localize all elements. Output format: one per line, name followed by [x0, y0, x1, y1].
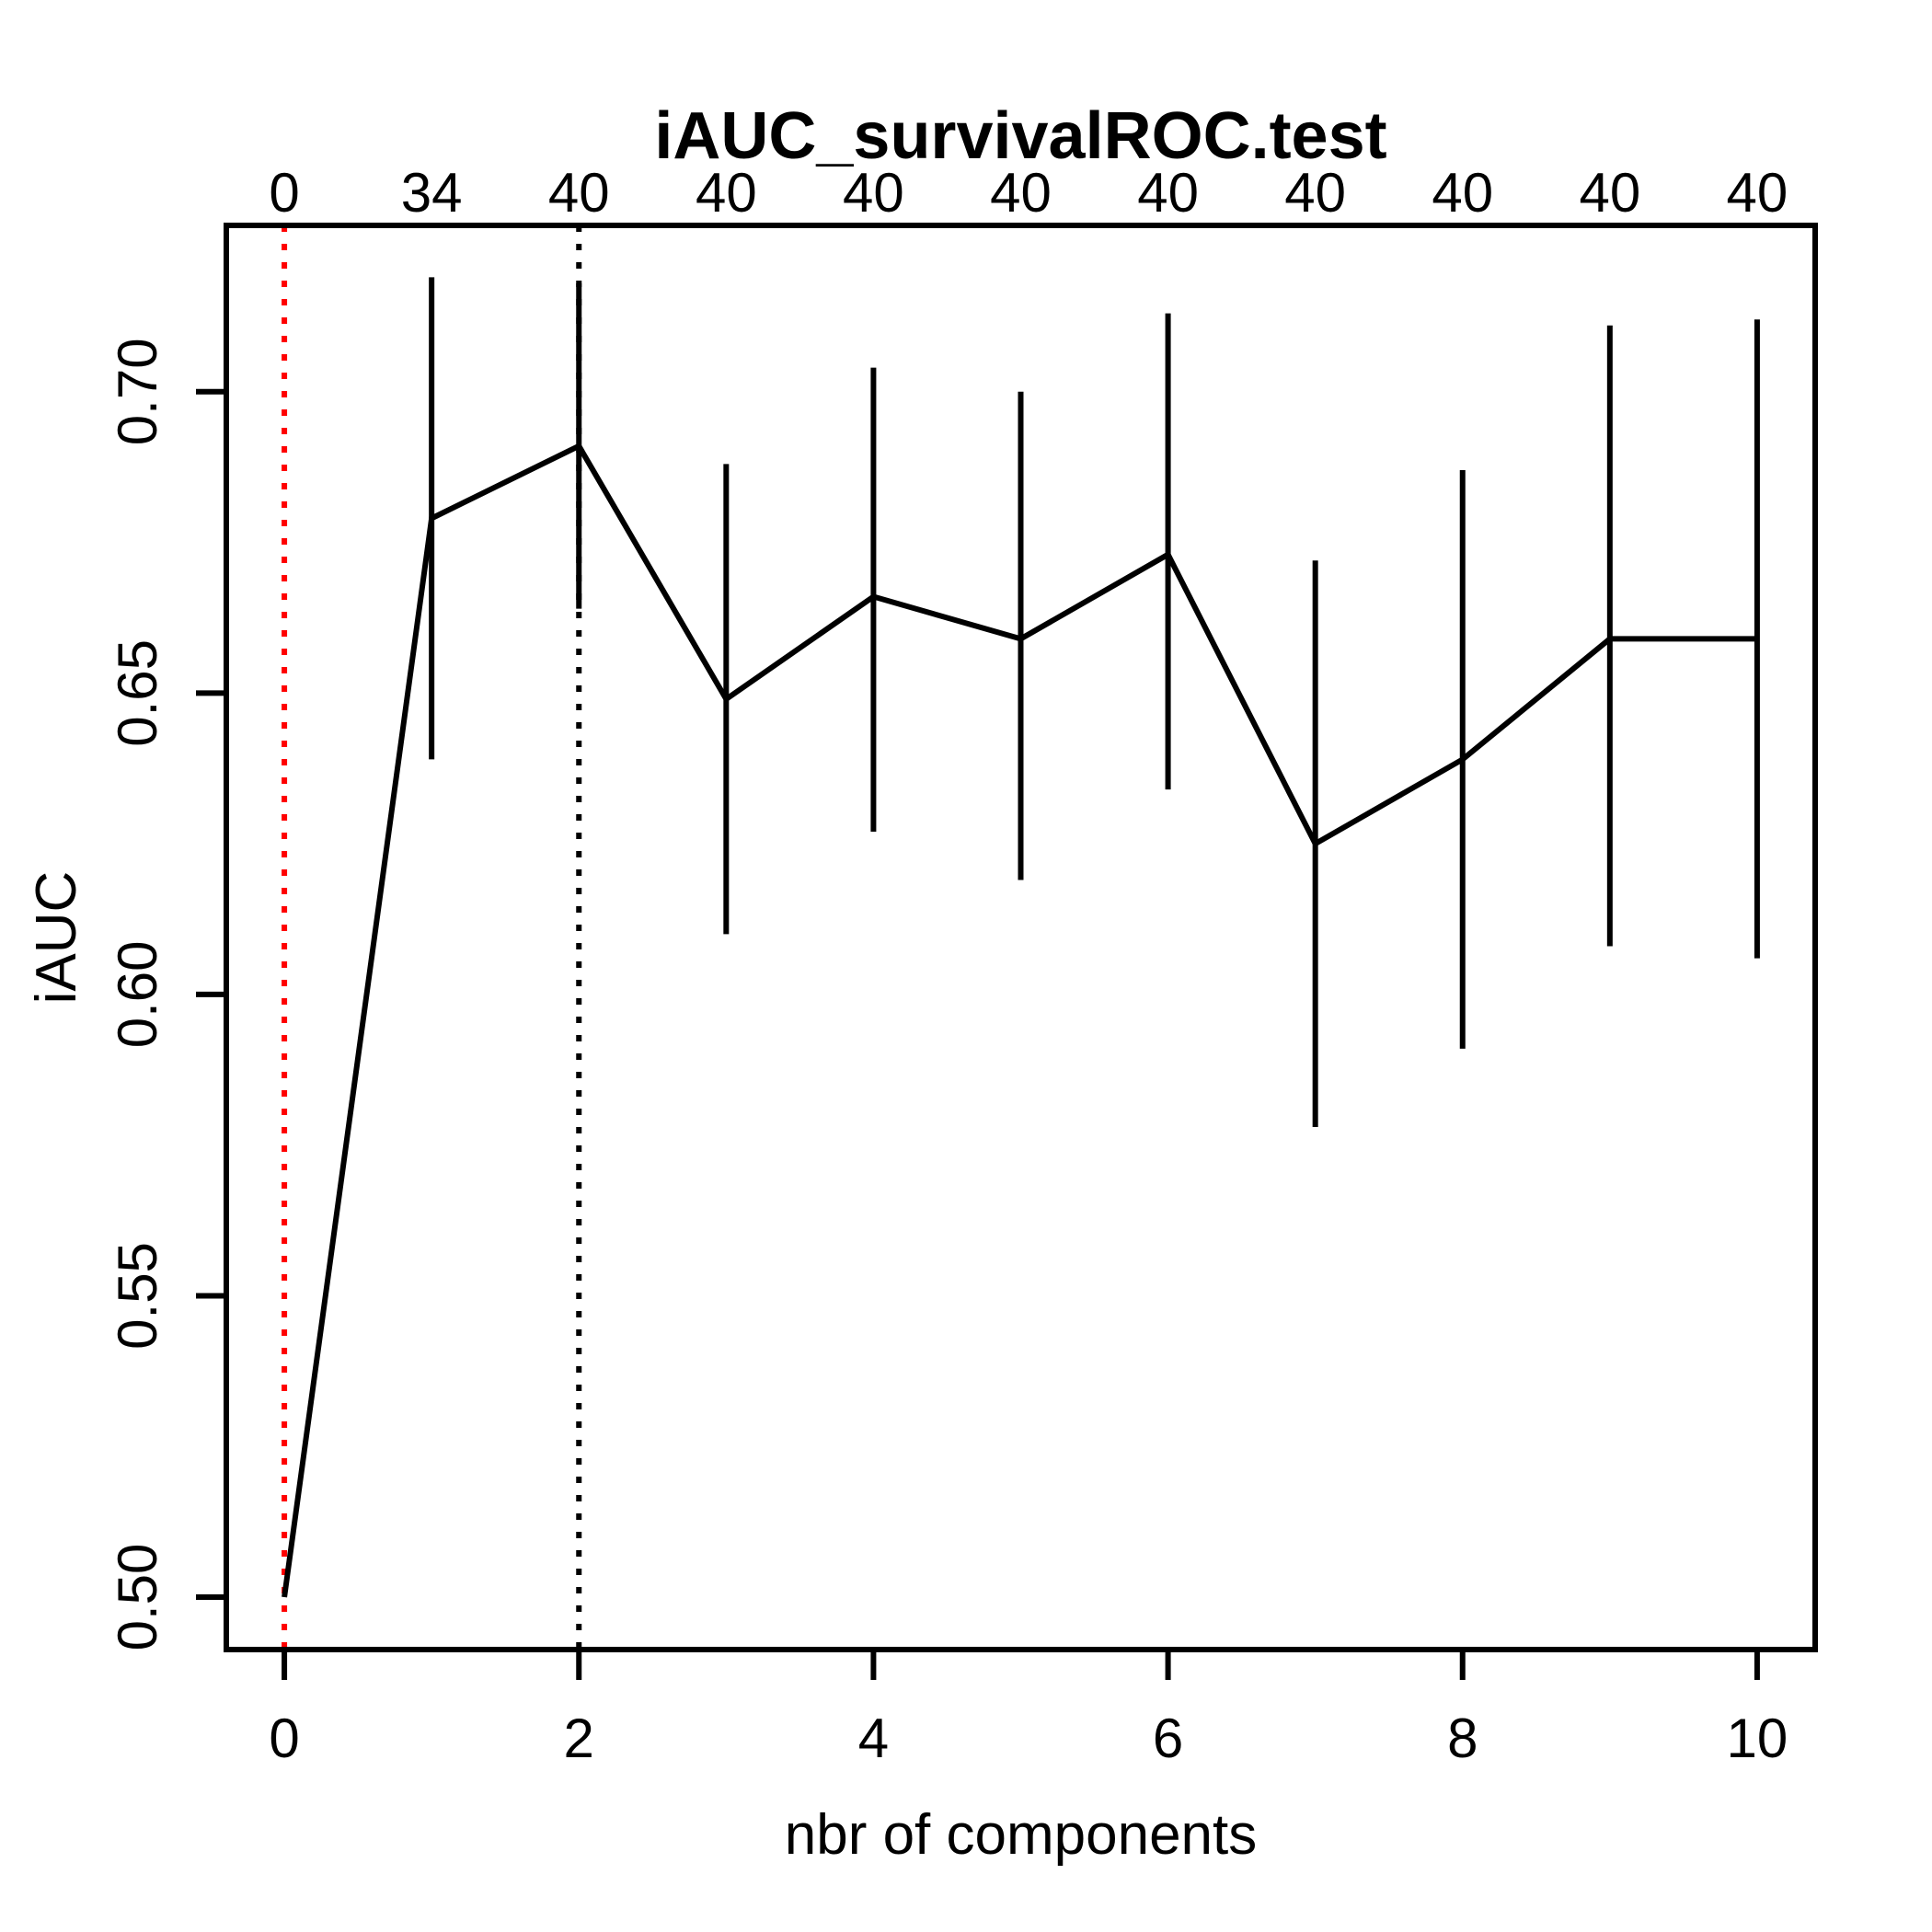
y-axis-tick-labels: 0.50 0.55 0.60 0.65 0.70: [107, 338, 168, 1650]
y-tick-label: 0.60: [107, 941, 168, 1049]
top-axis-tick-label: 40: [1727, 162, 1788, 224]
top-axis-tick-label: 0: [269, 162, 299, 224]
x-axis-tick-labels: 0 2 4 6 8 10: [269, 1708, 1788, 1769]
x-tick-label: 6: [1153, 1708, 1183, 1769]
plot-box: [224, 223, 1818, 1652]
top-axis-tick-label: 34: [401, 162, 463, 224]
top-axis-labels: 0 34 40 40 40 40 40 40 40 40 40: [269, 162, 1788, 224]
data-line: [282, 442, 1757, 1598]
chart-title: iAUC_survivalROC.test: [654, 99, 1386, 173]
x-tick-label: 10: [1727, 1708, 1788, 1769]
top-axis-tick-label: 40: [548, 162, 610, 224]
top-axis-tick-label: 40: [990, 162, 1052, 224]
y-axis-title: iAUC: [25, 871, 88, 1005]
top-axis-tick-label: 40: [1579, 162, 1640, 224]
y-tick-label: 0.65: [107, 639, 168, 747]
top-axis-tick-label: 40: [696, 162, 757, 224]
x-tick-label: 2: [564, 1708, 594, 1769]
plot-area: [196, 223, 1818, 1680]
y-tick-label: 0.70: [107, 338, 168, 445]
x-tick-label: 0: [269, 1708, 299, 1769]
y-tick-label: 0.50: [107, 1544, 168, 1651]
top-axis-tick-label: 40: [843, 162, 904, 224]
top-axis-tick-label: 40: [1284, 162, 1346, 224]
x-tick-label: 4: [858, 1708, 889, 1769]
x-tick-label: 8: [1447, 1708, 1478, 1769]
top-axis-tick-label: 40: [1432, 162, 1493, 224]
x-axis-title: nbr of components: [785, 1803, 1258, 1867]
top-axis-tick-label: 40: [1137, 162, 1199, 224]
y-tick-label: 0.55: [107, 1242, 168, 1350]
